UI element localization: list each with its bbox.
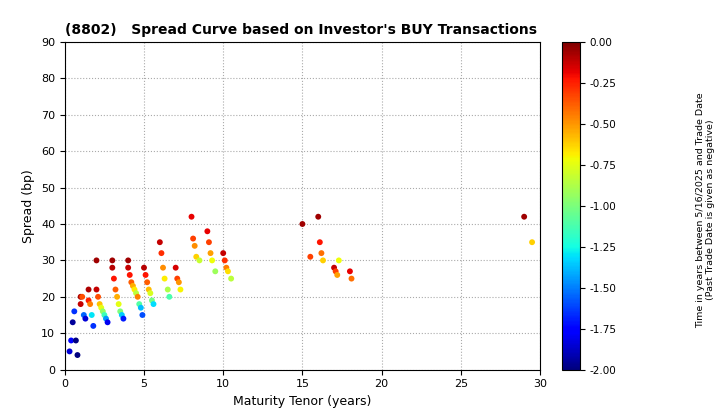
Point (217, 250, 229, 257)
Point (108, 275, 120, 282)
Text: Time in years between 5/16/2025 and Trade Date
(Past Trade Date is given as nega: Time in years between 5/16/2025 and Trad… (696, 92, 715, 328)
Point (78, 312, 89, 318)
Text: (8802)   Spread Curve based on Investor's BUY Transactions: (8802) Spread Curve based on Investor's … (65, 23, 537, 37)
Point (207, 257, 218, 264)
Point (91, 257, 102, 264)
Point (75, 301, 86, 307)
Point (148, 301, 159, 307)
Point (114, 308, 126, 315)
Point (163, 294, 175, 300)
Point (83, 286, 94, 293)
Point (129, 286, 140, 293)
Point (204, 250, 216, 257)
Point (122, 264, 134, 271)
Point (219, 257, 230, 264)
Point (305, 253, 316, 260)
Point (91, 286, 102, 293)
Point (312, 213, 324, 220)
Point (132, 294, 143, 300)
Point (76, 294, 88, 300)
Point (64, 348, 76, 355)
Point (346, 275, 357, 282)
Point (344, 268, 356, 275)
Point (146, 297, 158, 304)
Point (225, 275, 237, 282)
Point (203, 239, 215, 246)
Point (297, 220, 308, 227)
Point (314, 239, 325, 246)
Point (88, 323, 99, 329)
Point (187, 235, 199, 242)
Point (130, 290, 142, 297)
Point (145, 290, 156, 297)
Point (202, 228, 213, 235)
Point (107, 257, 118, 264)
Point (80, 315, 91, 322)
Point (175, 286, 186, 293)
Point (157, 264, 168, 271)
Point (318, 257, 329, 264)
Point (66, 337, 77, 344)
Point (96, 304, 107, 311)
Point (331, 272, 343, 278)
Point (526, 239, 538, 246)
Point (135, 304, 147, 311)
Point (159, 275, 171, 282)
Point (127, 283, 139, 289)
Point (171, 275, 183, 282)
Point (84, 301, 96, 307)
Point (102, 319, 113, 326)
Point (112, 294, 123, 300)
Point (140, 272, 151, 278)
Point (328, 264, 340, 271)
Point (137, 312, 148, 318)
Point (117, 315, 129, 322)
Point (75, 294, 86, 300)
Point (138, 264, 150, 271)
Point (100, 315, 112, 322)
Point (113, 301, 125, 307)
Point (330, 268, 341, 275)
Point (122, 257, 134, 264)
Point (315, 250, 327, 257)
Point (68, 308, 80, 315)
Point (143, 286, 155, 293)
Point (210, 268, 221, 275)
X-axis label: Maturity Tenor (years): Maturity Tenor (years) (233, 395, 372, 408)
Point (333, 257, 345, 264)
Point (67, 319, 78, 326)
Y-axis label: Spread (bp): Spread (bp) (22, 169, 35, 243)
Point (189, 242, 200, 249)
Point (133, 301, 145, 307)
Point (107, 264, 118, 271)
Point (72, 352, 84, 358)
Point (156, 250, 167, 257)
Point (518, 213, 530, 220)
Point (92, 294, 104, 300)
Point (162, 286, 174, 293)
Point (99, 312, 110, 318)
Point (70, 337, 81, 344)
Point (141, 279, 153, 286)
Point (86, 312, 97, 318)
Point (194, 257, 205, 264)
Point (154, 239, 166, 246)
Point (109, 286, 121, 293)
Point (220, 264, 232, 271)
Point (83, 297, 94, 304)
Point (116, 312, 127, 318)
Point (170, 264, 181, 271)
Point (94, 301, 105, 307)
Point (186, 213, 197, 220)
Point (173, 279, 184, 286)
Point (97, 308, 109, 315)
Point (124, 272, 135, 278)
Point (222, 268, 234, 275)
Point (191, 253, 202, 260)
Point (125, 279, 137, 286)
